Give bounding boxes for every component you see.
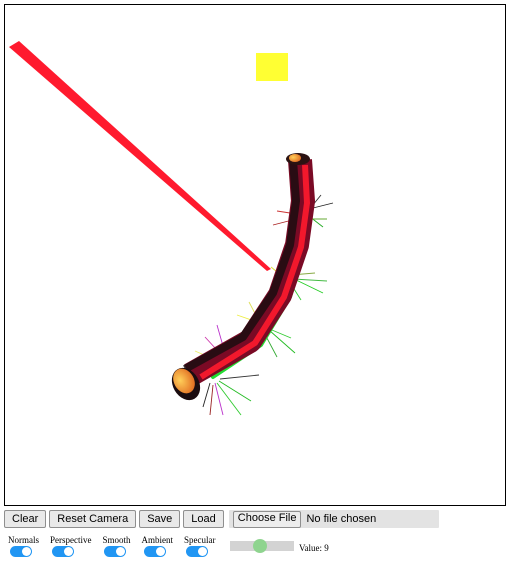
value-slider[interactable] bbox=[230, 539, 294, 553]
tube-shading-dark bbox=[183, 159, 300, 373]
toggle-perspective: Perspective bbox=[50, 535, 91, 557]
toggle-label: Perspective bbox=[50, 535, 92, 545]
light-ray bbox=[9, 41, 271, 271]
switch-knob bbox=[64, 547, 73, 556]
switch-knob bbox=[116, 547, 126, 556]
toggle-specular: Specular bbox=[184, 535, 216, 557]
toggle-smooth: Smooth bbox=[102, 535, 131, 557]
tube-top-cap-inner bbox=[289, 154, 301, 162]
file-status-label: No file chosen bbox=[306, 513, 377, 525]
file-input[interactable]: Choose File No file chosen bbox=[228, 510, 439, 528]
ambient-switch[interactable] bbox=[143, 546, 166, 557]
toggle-label: Specular bbox=[184, 535, 216, 545]
tube-body bbox=[184, 159, 315, 386]
slider-thumb[interactable] bbox=[252, 539, 267, 553]
toggle-label: Normals bbox=[8, 535, 39, 545]
light-source-square bbox=[256, 53, 288, 81]
webgl-canvas[interactable] bbox=[4, 4, 506, 506]
choose-file-button[interactable]: Choose File bbox=[232, 510, 302, 528]
toggle-label: Ambient bbox=[141, 535, 174, 545]
load-button[interactable]: Load bbox=[183, 510, 224, 528]
toggle-label: Smooth bbox=[102, 535, 131, 545]
save-button[interactable]: Save bbox=[139, 510, 181, 528]
tube-shading-bright bbox=[199, 164, 310, 380]
normals-switch[interactable] bbox=[10, 546, 32, 557]
perspective-switch[interactable] bbox=[52, 546, 74, 557]
smooth-switch[interactable] bbox=[104, 546, 127, 557]
render-toggles: Normals Perspective Smooth Ambient Specu… bbox=[8, 535, 227, 557]
specular-switch[interactable] bbox=[186, 546, 208, 557]
switch-knob bbox=[155, 547, 165, 556]
clear-button[interactable]: Clear bbox=[4, 510, 47, 528]
tube-bottom-cap bbox=[173, 368, 195, 394]
reset-camera-button[interactable]: Reset Camera bbox=[49, 510, 137, 528]
toolbar: Clear Reset Camera Save Load Choose File… bbox=[4, 510, 439, 528]
switch-knob bbox=[198, 547, 207, 556]
switch-knob bbox=[22, 547, 31, 556]
toggle-ambient: Ambient bbox=[141, 535, 174, 557]
slider-value-label: Value: 9 bbox=[299, 543, 329, 553]
toggle-normals: Normals bbox=[8, 535, 39, 557]
